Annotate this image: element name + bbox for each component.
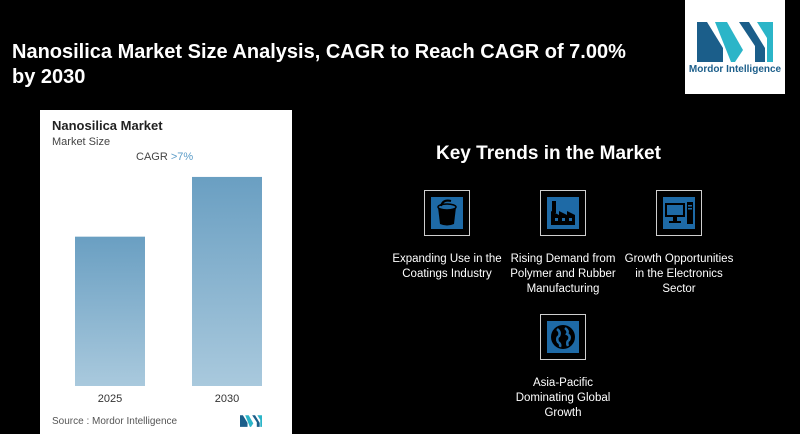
globe-icon xyxy=(540,314,586,360)
cagr-label: CAGR xyxy=(136,151,168,163)
mordor-mini-logo-icon xyxy=(240,415,262,427)
x-tick-label: 2025 xyxy=(98,393,122,405)
trend-label: Asia-Pacific Dominating Global Growth xyxy=(515,377,611,419)
trend-item-polymer: Rising Demand from Polymer and Rubber Ma… xyxy=(508,190,618,320)
market-size-chart-card: Nanosilica Market Market Size CAGR >7% 2… xyxy=(40,110,292,434)
cagr-annotation: CAGR >7% xyxy=(136,151,193,163)
trend-label: Growth Opportunities in the Electronics … xyxy=(624,253,734,295)
paint-bucket-icon xyxy=(424,190,470,236)
chart-subtitle: Market Size xyxy=(52,136,111,148)
trend-label: Rising Demand from Polymer and Rubber Ma… xyxy=(510,253,616,295)
chart-source: Source : Mordor Intelligence xyxy=(52,416,178,427)
trend-item-electronics: Growth Opportunities in the Electronics … xyxy=(624,190,734,320)
cagr-value: >7% xyxy=(170,151,194,163)
trend-item-asia-pacific: Asia-Pacific Dominating Global Growth xyxy=(508,314,618,434)
bar-2025 xyxy=(75,236,145,386)
page-headline: Nanosilica Market Size Analysis, CAGR to… xyxy=(12,41,626,88)
bar-2030 xyxy=(192,176,262,386)
key-trends-title: Key Trends in the Market xyxy=(436,143,661,164)
mordor-logo-mark-icon xyxy=(697,22,773,62)
chart-title: Nanosilica Market xyxy=(52,118,163,133)
x-tick-label: 2030 xyxy=(215,393,239,405)
brand-name: Mordor Intelligence xyxy=(688,64,782,75)
trend-label: Expanding Use in the Coatings Industry xyxy=(392,253,502,280)
bar-chart: 2025 2030 xyxy=(75,176,262,405)
trend-item-coatings: Expanding Use in the Coatings Industry xyxy=(392,190,502,310)
factory-icon xyxy=(540,190,586,236)
brand-logo: Mordor Intelligence xyxy=(685,0,785,94)
computer-icon xyxy=(656,190,702,236)
